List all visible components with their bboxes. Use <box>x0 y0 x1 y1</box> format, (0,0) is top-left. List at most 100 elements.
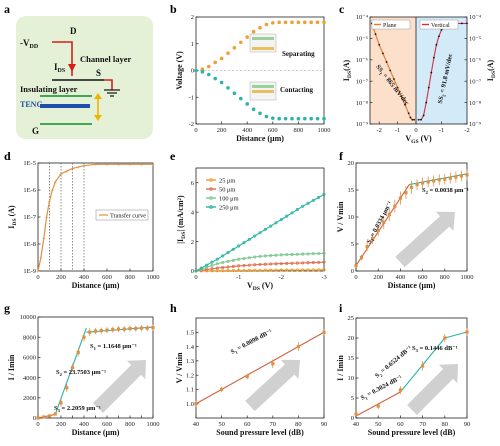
data-point <box>420 118 422 121</box>
ids-label: IDS <box>54 62 66 74</box>
data-point <box>387 212 391 216</box>
panel-d: d 0 200 400 600 800 1000 1E-9 1E-8 1E-7 1E-6 1E-5 Di… <box>4 149 160 290</box>
data-point <box>465 173 469 177</box>
slope-annotation: S2 = 0.6524 dB⁻¹ <box>374 345 414 381</box>
y-tick-label: 1.3 <box>186 358 194 365</box>
data-point <box>269 224 273 228</box>
axes-frame <box>355 317 468 419</box>
data-point <box>279 253 283 257</box>
data-point <box>430 71 433 74</box>
data-point <box>448 176 452 180</box>
data-point <box>398 196 402 200</box>
x-tick-label: 600 <box>102 421 112 428</box>
y-tick-label: 2 <box>191 239 194 246</box>
y-tick-label: 10000 <box>20 314 36 321</box>
y-tick-label: 8000 <box>23 334 36 341</box>
data-point <box>263 268 267 272</box>
data-point <box>269 254 273 258</box>
data-point <box>93 329 98 333</box>
x-tick-label: 200 <box>56 421 66 428</box>
data-point <box>285 261 289 266</box>
x-tick-label: 0 <box>354 274 357 281</box>
y-tick-label: -1 <box>189 94 194 101</box>
data-point <box>290 252 294 256</box>
data-point <box>199 266 203 270</box>
data-point <box>245 35 249 39</box>
data-point <box>411 118 414 121</box>
data-point <box>317 268 321 272</box>
legend-transfer-curve: Transfer curve <box>95 209 149 221</box>
y-axis-label: V / Vmin <box>175 352 184 383</box>
data-point: + <box>59 170 63 178</box>
data-point <box>290 211 294 215</box>
data-point <box>65 386 69 390</box>
y-axis-label: IDS (A) <box>7 205 18 229</box>
data-point <box>295 261 299 265</box>
x-tick-label: 400 <box>242 127 252 134</box>
data-point <box>245 374 249 379</box>
data-point: + <box>42 235 46 243</box>
data-point: + <box>128 161 132 169</box>
data-point <box>258 25 262 30</box>
y-tick-label: 1.5 <box>186 329 194 336</box>
x-tick-label: 40 <box>193 421 200 428</box>
y-tick-label: 6 <box>191 180 195 187</box>
data-point <box>322 116 326 121</box>
y-tick-label: 1E-8 <box>23 241 36 248</box>
y-axis-label: I / Imin <box>336 355 345 381</box>
x-axis-label: Sound pressure level (dB) <box>368 428 456 437</box>
data-point: + <box>117 161 121 169</box>
data-point <box>437 178 441 182</box>
data-point <box>404 103 406 106</box>
teng-bar <box>40 104 90 108</box>
data-point <box>128 327 132 331</box>
data-point <box>215 262 219 266</box>
x-tick-label: 1000 <box>461 274 474 281</box>
y-tick-label: 1.1 <box>186 387 194 394</box>
data-point <box>210 269 214 273</box>
data-point <box>393 78 395 80</box>
data-point <box>285 268 289 272</box>
data-point <box>317 251 321 256</box>
y-tick-label: 10⁻⁹ <box>356 121 369 128</box>
data-point <box>219 80 224 85</box>
data-point <box>226 265 230 269</box>
data-point <box>315 20 320 25</box>
data-point <box>322 260 326 264</box>
data-point <box>53 412 57 416</box>
data-point <box>415 183 419 187</box>
y-tick-label: 0 <box>191 68 194 75</box>
data-point <box>279 217 283 222</box>
panel-label-d: d <box>4 149 11 163</box>
panel-e: e 0 -1 -2 -3 0 2 4 6 VDS (V) |IDS| (mA/cm²) 25 μm 50… <box>170 149 327 292</box>
data-point <box>459 174 464 178</box>
vertical-region <box>416 17 467 124</box>
data-point <box>440 28 443 31</box>
data-point <box>226 269 230 273</box>
y-tick-label: 6000 <box>23 355 36 362</box>
data-point <box>271 362 275 366</box>
data-point <box>421 181 425 185</box>
slope-annotation: S3 = 2.2059 μm⁻¹ <box>54 405 101 413</box>
data-point: + <box>39 254 43 262</box>
svg-text:250 μm: 250 μm <box>219 204 239 211</box>
panel-label-c: c <box>339 2 345 16</box>
data-point <box>274 253 278 257</box>
data-point: + <box>45 214 49 222</box>
data-point <box>245 102 249 106</box>
data-point <box>221 269 225 273</box>
data-point <box>237 264 241 268</box>
x-axis-label: Distance (μm) <box>388 281 436 290</box>
legend-item: 100 μm <box>206 195 239 202</box>
x-tick-label: 800 <box>125 274 135 281</box>
data-point <box>47 414 52 418</box>
data-point <box>269 262 273 266</box>
data-point <box>36 416 40 420</box>
channel-layer-label: Channel layer <box>80 54 131 64</box>
axes-frame <box>195 167 325 272</box>
x-tick-label: 0 <box>194 127 197 134</box>
panel-i: i 40 50 60 70 80 90 0 5 10 15 20 25 Sound pressure le… <box>336 301 470 437</box>
fit-line <box>37 413 56 419</box>
data-point <box>283 20 288 25</box>
data-point <box>309 20 314 25</box>
